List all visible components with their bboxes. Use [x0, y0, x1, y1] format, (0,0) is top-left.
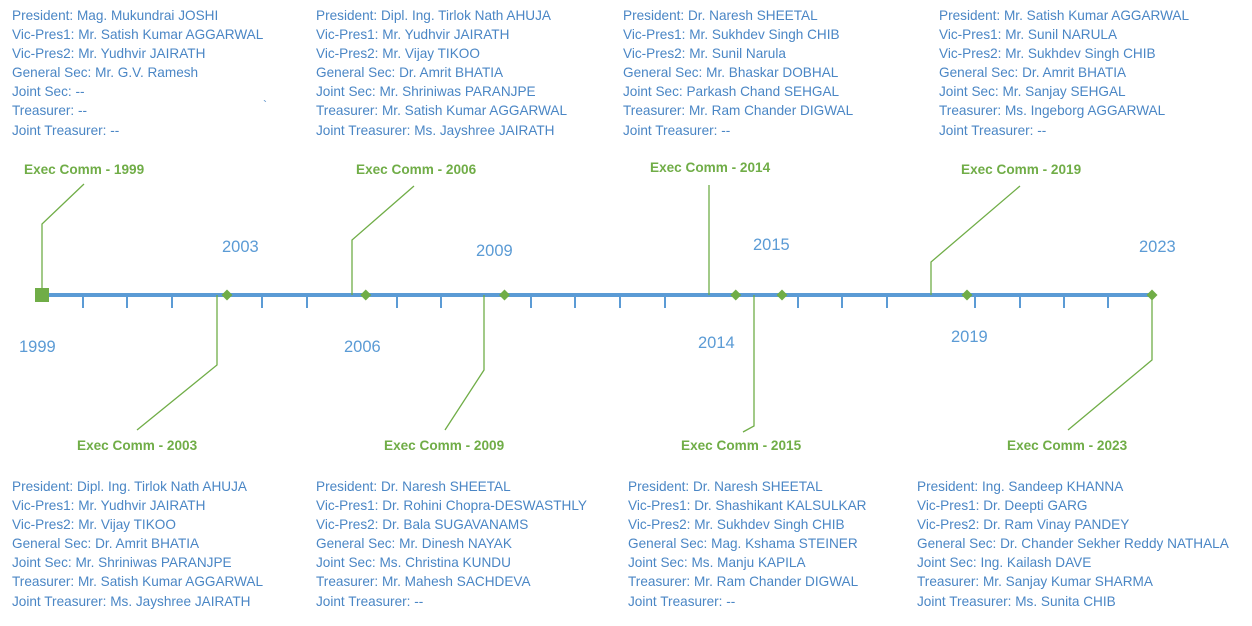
- member-line: Joint Treasurer: --: [316, 593, 424, 609]
- member-line: Vic-Pres1: Mr. Sunil NARULA: [939, 27, 1118, 43]
- member-line: Vic-Pres2: Mr. Vijay TIKOO: [316, 46, 480, 62]
- member-line: General Sec: Dr. Chander Sekher Reddy NA…: [917, 536, 1229, 552]
- milestone-diamond-marker: [1146, 289, 1158, 301]
- committee-members: President: Dr. Naresh SHEETAL Vic-Pres1: …: [316, 477, 587, 611]
- member-line: Vic-Pres2: Dr. Bala SUGAVANAMS: [316, 517, 529, 533]
- member-line: President: Dr. Naresh SHEETAL: [628, 479, 823, 494]
- member-line: Joint Treasurer: --: [939, 122, 1047, 138]
- year-label: 2014: [698, 334, 735, 352]
- member-line: Treasurer: Mr. Satish Kumar AGGARWAL: [12, 574, 264, 590]
- member-line: Vic-Pres1: Mr. Yudhvir JAIRATH: [12, 498, 206, 514]
- member-line: President: Dr. Naresh SHEETAL: [316, 479, 511, 494]
- milestone-title: Exec Comm - 2014: [650, 160, 771, 175]
- committee-members: President: Mag. Mukundrai JOSHI Vic-Pres1…: [12, 6, 263, 140]
- committee-members: President: Mr. Satish Kumar AGGARWAL Vic-…: [939, 6, 1189, 140]
- member-line: Joint Sec: Mr. Shriniwas PARANJPE: [12, 555, 232, 571]
- member-line: Joint Sec: Parkash Chand SEHGAL: [623, 84, 840, 100]
- member-line: Joint Sec: --: [12, 84, 85, 100]
- connector-line: [742, 295, 755, 433]
- committee-members: President: Dr. Naresh SHEETAL Vic-Pres1: …: [628, 477, 867, 611]
- year-label: 2006: [344, 338, 381, 356]
- member-line: Vic-Pres1: Dr. Shashikant KALSULKAR: [628, 498, 867, 514]
- year-label: 2019: [951, 328, 988, 346]
- member-line: Vic-Pres2: Mr. Vijay TIKOO: [12, 517, 176, 533]
- member-line: Joint Sec: Ms. Christina KUNDU: [316, 555, 511, 571]
- member-line: Vic-Pres1: Dr. Rohini Chopra-DESWASTHLY: [316, 498, 587, 514]
- member-line: Treasurer: Mr. Sanjay Kumar SHARMA: [917, 574, 1153, 590]
- member-line: Treasurer: Mr. Ram Chander DIGWAL: [623, 103, 854, 119]
- member-line: President: Dipl. Ing. Tirlok Nath AHUJA: [316, 8, 551, 23]
- milestone-title: Exec Comm - 2023: [1007, 438, 1128, 453]
- committee-members: President: Ing. Sandeep KHANNA Vic-Pres1:…: [917, 477, 1229, 611]
- member-line: General Sec: Mr. Bhaskar DOBHAL: [623, 65, 839, 81]
- member-line: Vic-Pres2: Dr. Ram Vinay PANDEY: [917, 517, 1130, 533]
- milestone-diamond-marker: [221, 289, 233, 301]
- milestone-diamond-marker: [730, 289, 742, 301]
- year-label: 1999: [19, 338, 56, 356]
- member-line: Joint Treasurer: Ms. Jayshree JAIRATH: [12, 593, 251, 609]
- connector-line: [444, 295, 485, 431]
- member-line: President: Dr. Naresh SHEETAL: [623, 8, 818, 23]
- member-line: Joint Treasurer: --: [628, 593, 736, 609]
- member-line: General Sec: Dr. Amrit BHATIA: [939, 65, 1127, 81]
- member-line: President: Mag. Mukundrai JOSHI: [12, 8, 219, 23]
- year-label: 2009: [476, 242, 513, 260]
- member-line: Vic-Pres1: Mr. Satish Kumar AGGARWAL: [12, 27, 264, 43]
- member-line: Vic-Pres2: Mr. Sukhdev Singh CHIB: [939, 46, 1156, 62]
- member-line: President: Dipl. Ing. Tirlok Nath AHUJA: [12, 479, 247, 494]
- member-line: Vic-Pres1: Mr. Yudhvir JAIRATH: [316, 27, 510, 43]
- member-line: Joint Treasurer: Ms. Sunita CHIB: [917, 593, 1116, 609]
- member-line: Treasurer: Mr. Ram Chander DIGWAL: [628, 574, 859, 590]
- member-line: Treasurer: --: [12, 103, 88, 119]
- member-line: President: Mr. Satish Kumar AGGARWAL: [939, 8, 1190, 23]
- milestone-title: Exec Comm - 2015: [681, 438, 802, 453]
- milestone-title: Exec Comm - 1999: [24, 162, 145, 177]
- year-label: 2015: [753, 236, 790, 254]
- member-line: Vic-Pres1: Dr. Deepti GARG: [917, 498, 1088, 514]
- member-line: Joint Sec: Ing. Kailash DAVE: [917, 555, 1092, 571]
- milestone-diamond-marker: [776, 289, 788, 301]
- member-line: General Sec: Mr. G.V. Ramesh: [12, 65, 199, 81]
- milestone-title: Exec Comm - 2003: [77, 438, 198, 453]
- member-line: Joint Sec: Mr. Sanjay SEHGAL: [939, 84, 1126, 100]
- member-line: General Sec: Dr. Amrit BHATIA: [12, 536, 200, 552]
- member-line: General Sec: Mag. Kshama STEINER: [628, 536, 858, 552]
- stray-mark: `: [263, 98, 267, 112]
- milestone-title: Exec Comm - 2009: [384, 438, 505, 453]
- connector-line: [136, 295, 218, 431]
- committee-members: President: Dipl. Ing. Tirlok Nath AHUJA V…: [316, 6, 567, 140]
- member-line: General Sec: Dr. Amrit BHATIA: [316, 65, 504, 81]
- connector-line: [930, 185, 1021, 295]
- member-line: Vic-Pres2: Mr. Sukhdev Singh CHIB: [628, 517, 845, 533]
- milestone-diamond-marker: [499, 289, 510, 301]
- milestone-title: Exec Comm - 2006: [356, 162, 477, 177]
- member-line: President: Ing. Sandeep KHANNA: [917, 479, 1124, 494]
- year-label: 2023: [1139, 238, 1176, 256]
- connector-line: [41, 183, 85, 295]
- milestone-diamond-marker: [961, 289, 973, 301]
- member-line: Treasurer: Mr. Mahesh SACHDEVA: [316, 574, 531, 590]
- committee-members: President: Dipl. Ing. Tirlok Nath AHUJA V…: [12, 477, 263, 611]
- member-line: Joint Treasurer: Ms. Jayshree JAIRATH: [316, 122, 555, 138]
- connector-line: [351, 185, 415, 295]
- member-line: Treasurer: Ms. Ingeborg AGGARWAL: [939, 103, 1166, 119]
- connector-line: [1067, 295, 1153, 431]
- member-line: Joint Sec: Mr. Shriniwas PARANJPE: [316, 84, 536, 100]
- member-line: Joint Treasurer: --: [623, 122, 731, 138]
- member-line: Joint Treasurer: --: [12, 122, 120, 138]
- member-line: General Sec: Mr. Dinesh NAYAK: [316, 536, 512, 552]
- member-line: Treasurer: Mr. Satish Kumar AGGARWAL: [316, 103, 568, 119]
- milestone-diamond-marker: [360, 289, 372, 301]
- milestone-title: Exec Comm - 2019: [961, 162, 1082, 177]
- member-line: Vic-Pres2: Mr. Sunil Narula: [623, 46, 786, 62]
- milestone-square-marker: [35, 288, 49, 302]
- committee-members: President: Dr. Naresh SHEETAL Vic-Pres1: …: [623, 6, 853, 140]
- member-line: Joint Sec: Ms. Manju KAPILA: [628, 555, 806, 571]
- year-label: 2003: [222, 238, 259, 256]
- member-line: Vic-Pres2: Mr. Yudhvir JAIRATH: [12, 46, 206, 62]
- member-line: Vic-Pres1: Mr. Sukhdev Singh CHIB: [623, 27, 840, 43]
